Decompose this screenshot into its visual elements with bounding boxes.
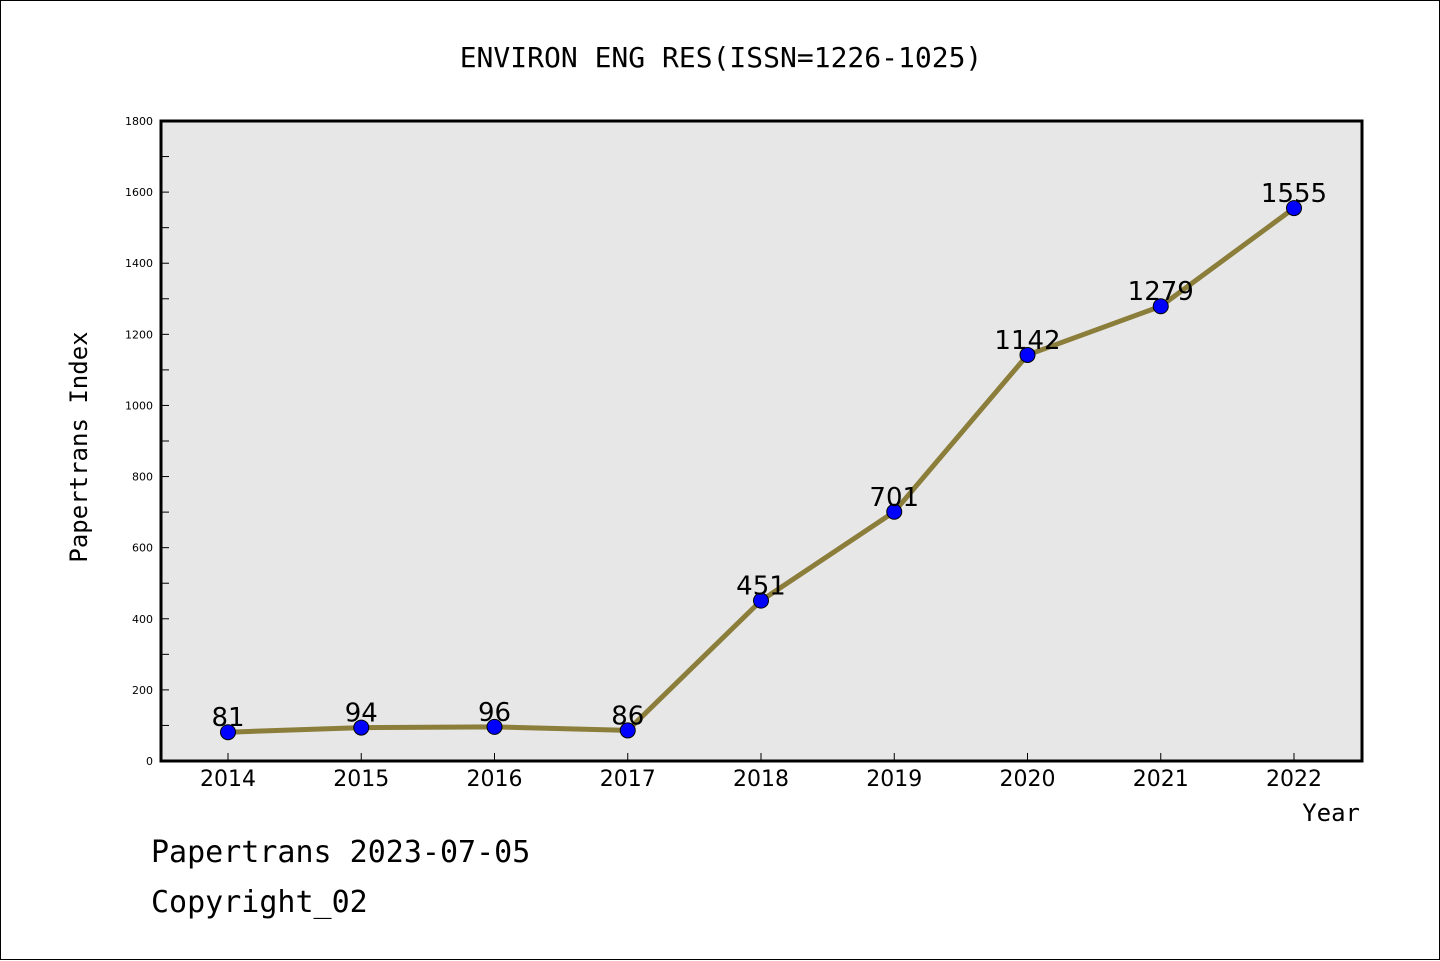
y-tick-label: 1400 <box>125 257 153 270</box>
data-label: 94 <box>345 699 378 729</box>
data-label: 701 <box>869 483 919 513</box>
data-label: 81 <box>211 703 244 733</box>
footer-date-text: Papertrans 2023-07-05 <box>151 835 531 870</box>
data-point <box>1286 200 1302 217</box>
y-tick-label: 1600 <box>125 186 153 199</box>
x-axis-label: Year <box>1302 799 1360 827</box>
plot-area <box>161 121 1362 761</box>
data-point <box>1152 298 1169 315</box>
y-tick-label: 1200 <box>125 328 153 341</box>
plot-frame <box>159 119 1364 763</box>
data-point <box>886 503 903 520</box>
data-point <box>220 724 236 741</box>
chart-title: ENVIRON ENG RES(ISSN=1226-1025) <box>460 41 983 74</box>
data-point <box>753 592 769 609</box>
data-point <box>619 722 636 739</box>
x-tick-label: 2014 <box>200 767 256 792</box>
data-point <box>486 718 503 735</box>
data-label: 1555 <box>1261 179 1327 209</box>
data-label-layer: 81 94 96 86 451 701 1142 1279 1555 <box>211 179 1327 733</box>
x-axis-tick-labels: 2014 2015 2016 2017 2018 2019 2020 2021 2022 <box>200 767 1322 792</box>
y-tick-label: 400 <box>132 613 153 626</box>
y-tick-label: 800 <box>132 471 153 484</box>
y-tick-label: 1000 <box>125 399 153 412</box>
x-tick-label: 2017 <box>600 767 656 792</box>
data-point <box>353 719 370 736</box>
data-label: 451 <box>736 572 786 602</box>
data-label: 1279 <box>1128 277 1194 307</box>
y-tick-label: 0 <box>146 755 153 768</box>
data-label: 86 <box>611 701 644 731</box>
x-tick-label: 2015 <box>333 767 389 792</box>
data-label: 96 <box>478 698 511 728</box>
x-tick-label: 2019 <box>866 767 922 792</box>
data-label: 1142 <box>994 326 1060 356</box>
x-tick-label: 2016 <box>467 767 523 792</box>
y-axis-label: Papertrans Index <box>65 331 93 562</box>
y-tick-label: 200 <box>132 684 153 697</box>
x-tick-label: 2021 <box>1133 767 1189 792</box>
y-tick-label: 600 <box>132 542 153 555</box>
x-tick-label: 2022 <box>1266 767 1322 792</box>
x-tick-label: 2018 <box>733 767 789 792</box>
marker-layer <box>220 200 1302 741</box>
footer-copyright-text: Copyright_02 <box>151 885 368 920</box>
y-tick-label: 1800 <box>125 115 153 128</box>
y-axis-tick-labels: 0 200 400 600 800 1000 1200 1400 1600 1800 <box>125 115 153 768</box>
x-tick-label: 2020 <box>1000 767 1056 792</box>
data-point <box>1019 346 1036 363</box>
